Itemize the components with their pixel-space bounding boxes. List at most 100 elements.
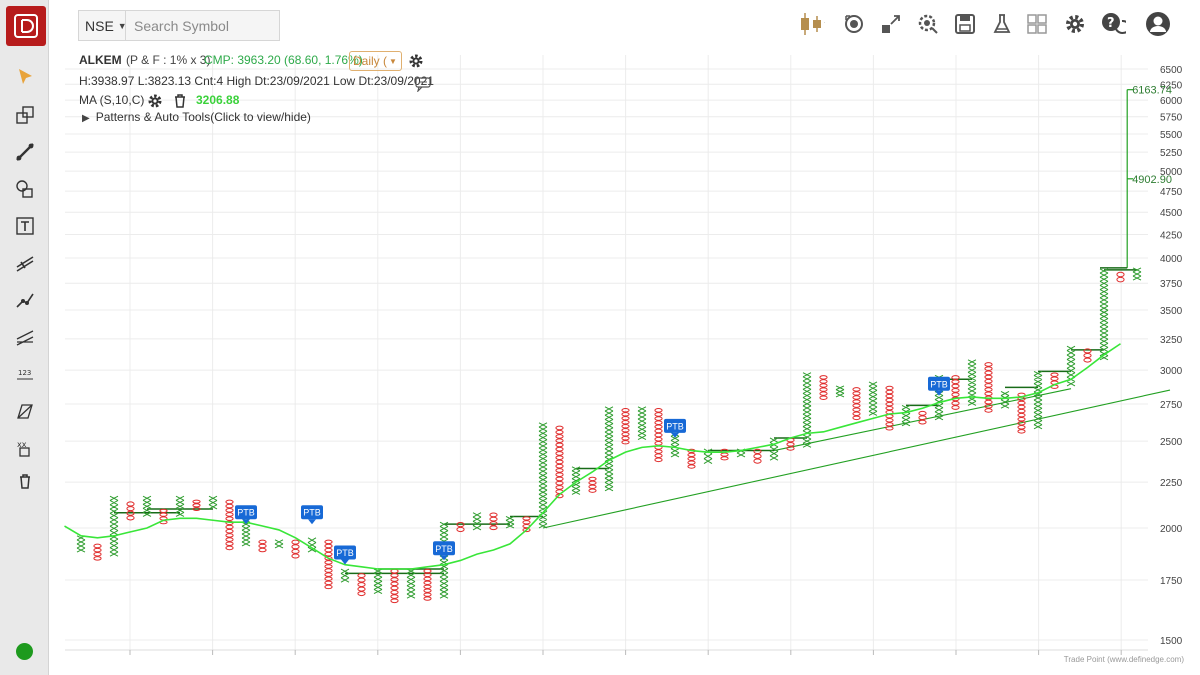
exchange-select[interactable]: NSE ▼ (78, 10, 127, 41)
ptb-label: PTB (336, 548, 354, 558)
expand-icon[interactable] (877, 10, 905, 38)
o-mark (555, 485, 564, 490)
period-label: Daily ( (353, 54, 388, 68)
ptb-label: PTB (435, 544, 453, 554)
o-mark (93, 547, 102, 553)
candlestick-chart-type-icon[interactable] (797, 10, 825, 38)
o-mark (324, 564, 333, 569)
trend-line (542, 389, 1171, 529)
save-icon[interactable] (951, 10, 979, 38)
play-triangle-icon: ▶ (82, 113, 90, 124)
o-mark (423, 592, 432, 597)
o-mark (225, 537, 234, 542)
pf-settings: (P & F : 1% x 3) (126, 53, 211, 67)
o-mark (819, 387, 828, 392)
user-icon[interactable] (1144, 10, 1172, 38)
ptb-label: PTB (237, 508, 255, 518)
patterns-toggle[interactable]: ▶ Patterns & Auto Tools(Click to view/hid… (82, 110, 311, 124)
ma-settings-gear-icon[interactable] (145, 91, 165, 111)
svg-text:xx: xx (17, 440, 27, 449)
search-input[interactable] (125, 10, 280, 41)
o-mark (93, 556, 102, 561)
o-column (225, 499, 234, 551)
o-mark (687, 464, 696, 469)
o-mark (984, 370, 993, 376)
o-mark (852, 415, 861, 421)
o-mark (720, 452, 729, 457)
o-mark (555, 489, 564, 494)
o-mark (390, 577, 399, 582)
o-mark (390, 589, 399, 595)
period-select[interactable]: Daily ( ▼ (349, 51, 402, 71)
ptb-marker[interactable]: PTB (301, 505, 323, 525)
o-mark (984, 366, 993, 371)
price-tick-label: 3250 (1160, 335, 1183, 346)
o-column (918, 410, 927, 425)
lab-icon[interactable] (988, 10, 1016, 38)
ptb-marker[interactable]: PTB (334, 545, 356, 565)
o-mark (357, 582, 366, 588)
trendline-tool-icon[interactable] (10, 137, 40, 167)
o-mark (456, 521, 465, 528)
o-mark (1017, 408, 1026, 414)
o-mark (984, 403, 993, 409)
o-mark (1017, 404, 1026, 410)
o-column (1017, 392, 1026, 434)
x-marks (703, 448, 713, 464)
price-tick-label: 4500 (1160, 208, 1183, 219)
o-mark (522, 520, 531, 525)
x-marks (505, 516, 515, 529)
o-mark (621, 428, 630, 433)
ma-delete-trash-icon[interactable] (170, 91, 190, 111)
projection-tool-icon[interactable] (10, 396, 40, 426)
x-column (340, 568, 350, 583)
chart-settings-gear-icon[interactable] (406, 51, 426, 71)
ptb-badge (433, 541, 455, 556)
price-tick-label: 4000 (1160, 254, 1183, 265)
o-mark (126, 501, 135, 507)
ptb-label: PTB (666, 421, 684, 431)
settings-search-icon[interactable] (914, 10, 942, 38)
x-column (703, 448, 713, 464)
ptb-marker[interactable]: PTB (664, 418, 686, 438)
help-chat-icon[interactable]: ? (1099, 10, 1127, 38)
cursor-arrow-icon[interactable] (10, 61, 40, 91)
text-tool-icon[interactable] (10, 211, 40, 241)
fib-tool-icon[interactable] (10, 248, 40, 278)
o-mark (951, 379, 960, 385)
app-logo[interactable] (6, 6, 46, 46)
trash-icon[interactable] (10, 466, 40, 496)
price-tick-label: 5250 (1160, 148, 1183, 159)
o-mark (324, 584, 333, 590)
gear-icon[interactable] (1061, 10, 1089, 38)
moving-average (64, 343, 1121, 570)
o-mark (951, 387, 960, 393)
rectangle-tool-icon[interactable] (10, 100, 40, 130)
o-mark (489, 525, 498, 531)
o-mark (555, 446, 564, 452)
ptb-marker[interactable]: PTB (433, 541, 455, 561)
ptb-label: PTB (930, 379, 948, 389)
o-column (885, 385, 894, 431)
layout-icon[interactable] (1023, 10, 1051, 38)
x-column (406, 568, 416, 599)
ptb-marker[interactable]: PTB (235, 505, 257, 525)
x-column (274, 539, 284, 549)
x-marks (307, 537, 317, 553)
trend-points-icon[interactable] (10, 285, 40, 315)
breakout-lines (114, 269, 1137, 575)
x-column (802, 372, 812, 448)
ptb-badge (664, 418, 686, 433)
comment-icon[interactable] (413, 74, 433, 94)
snapshot-icon[interactable] (840, 10, 868, 38)
o-mark (621, 412, 630, 417)
o-mark (984, 391, 993, 397)
channel-tool-icon[interactable] (10, 322, 40, 352)
o-mark (885, 418, 894, 423)
number-label-icon[interactable]: 123 (10, 359, 40, 389)
shapes-tool-icon[interactable] (10, 174, 40, 204)
chart-grid (65, 55, 1148, 655)
pattern-icon[interactable]: xx (10, 433, 40, 463)
ptb-marker[interactable]: PTB (928, 376, 950, 396)
x-marks (1000, 390, 1010, 409)
